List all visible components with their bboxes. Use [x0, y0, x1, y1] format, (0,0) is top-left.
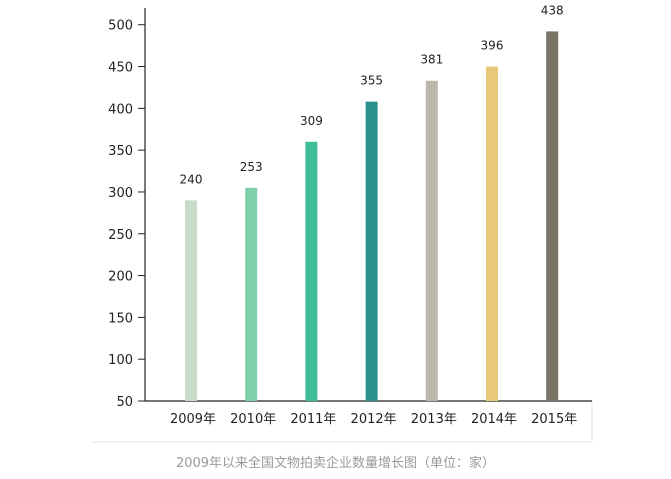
y-tick-label-400: 400 — [108, 102, 133, 117]
bar-chart: 50 100 150 200 250 300 350 400 450 500 240 2009年 253… — [93, 3, 593, 443]
value-label-2: 309 — [300, 114, 323, 128]
y-tick-label-450: 450 — [108, 61, 133, 76]
bar-5 — [486, 66, 498, 401]
bar-2 — [305, 141, 318, 401]
value-label-5: 396 — [481, 39, 504, 53]
chart-svg: 50 100 150 200 250 300 350 400 450 500 240 2009年 253… — [93, 3, 593, 443]
x-tick-label-0: 2009年 — [170, 412, 216, 427]
value-label-1: 253 — [240, 160, 263, 174]
bar-0 — [185, 200, 197, 401]
value-label-6: 438 — [541, 3, 564, 17]
bar-4 — [425, 80, 438, 401]
x-tick-label-6: 2015年 — [531, 412, 577, 427]
y-tick-label-150: 150 — [108, 311, 133, 326]
y-tick-label-350: 350 — [108, 144, 133, 159]
value-label-3: 355 — [360, 74, 383, 88]
bar-3 — [365, 101, 378, 401]
value-label-0: 240 — [180, 172, 203, 186]
y-tick-label-500: 500 — [108, 19, 133, 34]
value-label-4: 381 — [420, 53, 443, 67]
x-tick-label-5: 2014年 — [471, 412, 517, 427]
bar-1 — [245, 187, 258, 401]
y-tick-label-200: 200 — [108, 270, 133, 285]
y-tick-label-250: 250 — [108, 228, 133, 243]
x-tick-label-3: 2012年 — [351, 412, 397, 427]
y-tick-label-50: 50 — [116, 395, 133, 410]
x-tick-label-2: 2011年 — [290, 412, 336, 427]
y-tick-label-100: 100 — [108, 353, 133, 368]
x-tick-label-1: 2010年 — [230, 412, 276, 427]
bar-6 — [546, 31, 559, 401]
x-tick-label-4: 2013年 — [411, 412, 457, 427]
y-tick-label-300: 300 — [108, 186, 133, 201]
chart-caption: 2009年以来全国文物拍卖企业数量增长图（单位：家） — [175, 456, 496, 471]
